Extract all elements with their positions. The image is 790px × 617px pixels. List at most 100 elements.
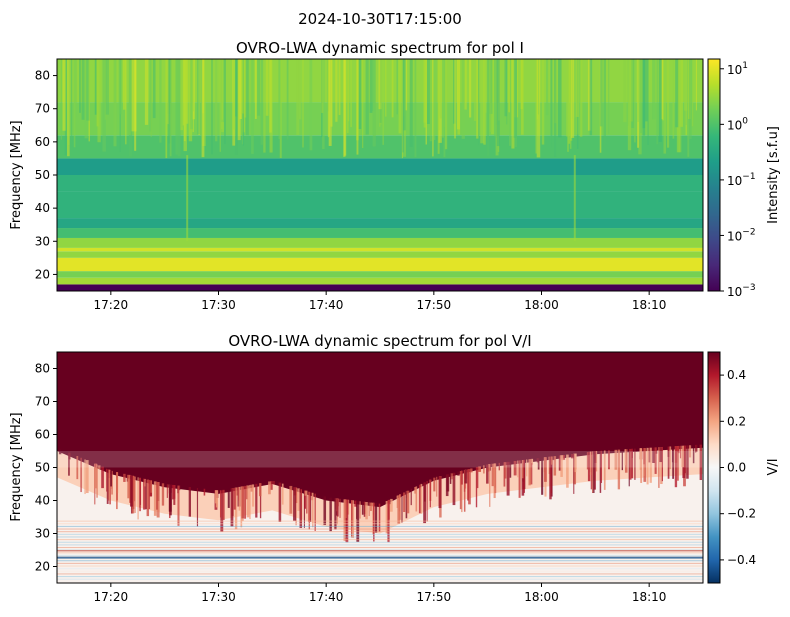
pol-i-streak (508, 59, 511, 113)
pol-i-streak (398, 59, 402, 134)
pol-vi-cbar-tick-label: −0.2 (727, 507, 756, 521)
pol-i-streak (378, 59, 382, 110)
pol-vi-finger (686, 445, 689, 479)
pol-i-streak (327, 59, 330, 138)
pol-vi-xtick-label: 18:00 (524, 590, 559, 604)
colorbar-strip-pol-i (707, 58, 721, 292)
pol-i-streak (426, 59, 431, 124)
pol-i-streak (322, 59, 325, 150)
pol-vi-finger (168, 484, 172, 512)
pol-i-band (57, 158, 703, 175)
pol-i-streak (496, 59, 500, 147)
pol-vi-finger (250, 484, 253, 492)
pol-vi-finger (661, 446, 663, 482)
pol-vi-finger (573, 453, 577, 473)
pol-vi-finger (531, 458, 534, 464)
pol-i-band (57, 218, 703, 229)
pol-i-streak (356, 59, 359, 155)
pol-i-xtick-label: 17:50 (417, 298, 452, 312)
pol-vi-finger (146, 479, 150, 517)
pol-vi-finger (363, 501, 366, 517)
pol-i-streak (402, 59, 404, 153)
pol-vi-finger (669, 446, 672, 470)
pol-i-streak (73, 59, 76, 148)
panel-title-pol-vi: OVRO-LWA dynamic spectrum for pol V/I (228, 332, 531, 350)
pol-vi-finger (244, 485, 247, 519)
pol-i-cbar-tick-label: 101 (727, 61, 748, 77)
pol-vi-finger (354, 500, 357, 507)
pol-vi-ytick-label: 70 (35, 395, 50, 409)
pol-vi-finger (123, 473, 126, 482)
pol-i-streak (403, 59, 406, 131)
pol-i-streak (661, 59, 663, 120)
pol-vi-finger (156, 482, 160, 518)
pol-i-xtick-label: 18:00 (524, 298, 559, 312)
pol-vi-finger (699, 444, 703, 481)
pol-i-streak (642, 59, 646, 136)
pol-vi-finger (558, 455, 562, 471)
pol-i-streak (443, 59, 446, 158)
pol-i-streak (637, 59, 639, 122)
pol-vi-finger (308, 491, 311, 530)
pol-vi-finger (137, 477, 139, 520)
pol-i-ytick-label: 40 (35, 201, 50, 215)
pol-vi-finger (240, 486, 243, 528)
pol-vi-finger (108, 469, 111, 501)
x-axis-pol-i: 17:20 17:30 17:40 17:50 18:00 18:10 (94, 291, 666, 312)
pol-vi-stripe (57, 578, 703, 580)
pol-vi-finger (312, 492, 314, 528)
pol-vi-xtick-label: 17:40 (309, 590, 344, 604)
pol-i-streak (177, 59, 181, 157)
pol-i-streak (545, 59, 549, 116)
pol-vi-stripe (57, 528, 703, 530)
pol-vi-finger (646, 447, 649, 485)
pol-vi-finger (438, 476, 442, 509)
pol-i-streak (240, 59, 244, 114)
pol-vi-finger (600, 450, 603, 483)
pol-vi-finger (389, 498, 393, 512)
pol-vi-finger (399, 494, 401, 520)
pol-vi-finger (106, 468, 108, 492)
pol-i-streak (279, 59, 282, 159)
pol-vi-finger (106, 469, 109, 504)
pol-i-streak (134, 59, 137, 151)
pol-vi-finger (270, 481, 273, 490)
pol-i-streak (245, 59, 249, 136)
pol-vi-finger (553, 456, 557, 476)
pol-i-streak (631, 59, 635, 129)
pol-vi-finger (98, 465, 101, 470)
pol-vi-finger (76, 456, 79, 480)
pol-i-streak (265, 59, 269, 116)
pol-vi-finger (414, 486, 417, 494)
pol-vi-ytick-label: 40 (35, 494, 50, 508)
pol-vi-finger (549, 456, 552, 500)
pol-vi-finger (652, 447, 656, 463)
pol-i-streak (457, 59, 461, 135)
pol-vi-finger (406, 490, 410, 514)
pol-vi-finger (222, 489, 225, 520)
pol-vi-cbar-tick-label: 0.2 (727, 414, 746, 428)
pol-vi-finger (252, 484, 255, 507)
pol-vi-finger (150, 480, 152, 493)
pol-i-streak (86, 59, 90, 121)
pol-vi-finger (219, 490, 222, 518)
pol-vi-finger (161, 483, 165, 506)
pol-i-ytick-label: 60 (35, 135, 50, 149)
pol-vi-finger (593, 451, 596, 490)
pol-vi-finger (110, 470, 112, 487)
pol-vi-finger (541, 457, 544, 495)
pol-vi-finger (258, 483, 262, 497)
pol-i-streak (149, 59, 152, 132)
pol-vi-finger (148, 480, 151, 510)
pol-i-streak (302, 59, 304, 148)
pol-vi-finger (396, 495, 399, 508)
pol-vi-finger (506, 461, 510, 496)
panel-title-pol-i: OVRO-LWA dynamic spectrum for pol I (236, 39, 524, 57)
panel-pol-i: OVRO-LWA dynamic spectrum for pol I 17:2… (9, 39, 781, 312)
pol-vi-stripe (57, 533, 703, 535)
pol-vi-finger (337, 498, 339, 517)
pol-i-streak (577, 59, 581, 135)
